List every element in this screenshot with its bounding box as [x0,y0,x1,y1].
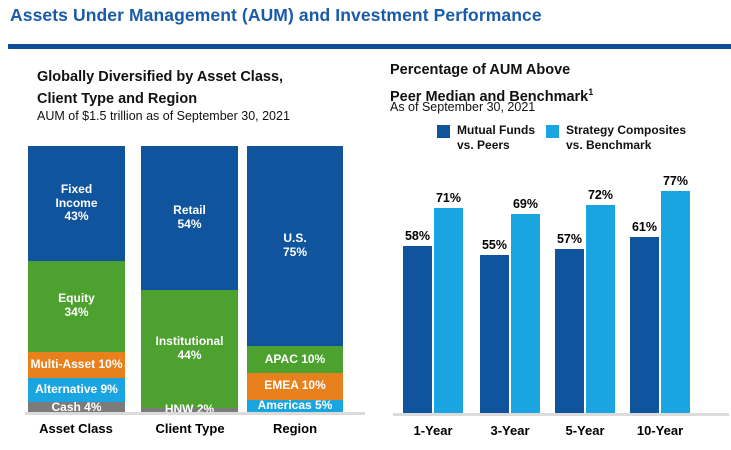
segment-alternative: Alternative 9% [28,378,125,403]
right-chart-subtitle: As of September 30, 2021 [390,100,536,114]
bar-value-label: 77% [662,173,689,188]
segment-label: Multi-Asset 10% [30,357,123,372]
left-chart-baseline [25,412,365,415]
category-label-10-year: 10-Year [636,423,684,438]
bar-value-label: 72% [587,188,614,203]
segment-label: Alternative 9% [35,382,118,397]
category-label-5-year: 5-Year [565,423,605,438]
segment-equity: Equity 34% [28,260,125,352]
title-divider [8,44,731,49]
bar-value-label: 69% [512,196,539,211]
stacked-bar-asset-class: Fixed Income 43% Equity 34% Multi-Asset 10% Al… [28,146,125,414]
legend-label-strategy-composites: Strategy Composites vs. Benchmark [566,123,687,152]
legend: Mutual Funds vs. Peers Strategy Composit… [0,123,731,159]
bar-strategy-composites-vs-benchmark-3-year [511,213,540,414]
segment-label: EMEA 10% [264,378,326,393]
bar-value-label: 55% [481,237,508,252]
footnote-marker: 1 [588,87,594,97]
segment-retail: Retail 54% [141,146,238,291]
right-chart-title-line1: Percentage of AUM Above [390,62,571,78]
right-chart-title-line2: Peer Median and Benchmark [390,88,589,105]
right-chart-baseline [393,413,729,416]
segment-label: Fixed Income 43% [55,181,98,224]
segment-americas: Americas 5% [247,398,343,413]
bar-strategy-composites-vs-benchmark-1-year [434,208,463,414]
segment-multi-asset: Multi-Asset 10% [28,351,125,379]
legend-item-strategy-composites: Strategy Composites vs. Benchmark [546,123,686,153]
left-chart-title-line1: Globally Diversified by Asset Class, [37,69,284,85]
legend-swatch-mutual-funds [437,125,450,138]
category-label-client-type: Client Type [155,421,225,436]
right-chart-title: Percentage of AUM Above Peer Median and … [390,59,593,108]
page-title: Assets Under Management (AUM) and Invest… [10,5,542,25]
segment-emea: EMEA 10% [247,372,343,400]
segment-label: Equity 34% [58,291,95,320]
bar-strategy-composites-vs-benchmark-10-year [661,190,690,414]
left-chart-subtitle: AUM of $1.5 trillion as of September 30,… [37,109,290,123]
bar-strategy-composites-vs-benchmark-5-year [586,205,615,414]
left-chart-title-line2: Client Type and Region [37,91,198,107]
bar-value-label: 71% [435,191,462,206]
segment-cash: Cash 4% [28,399,125,414]
segment-u-s: U.S. 75% [247,146,343,347]
stacked-bar-region: U.S. 75% APAC 10% EMEA 10% Americas 5% [247,146,343,413]
bar-mutual-funds-vs-peers-10-year [630,237,659,414]
bar-value-label: 57% [556,231,583,246]
category-label-region: Region [272,421,318,436]
category-label-asset-class: Asset Class [39,421,113,436]
stacked-bar-client-type: Retail 54% Institutional 44% HNW 2% [141,146,238,416]
segment-label: Cash 4% [51,399,102,414]
bar-mutual-funds-vs-peers-1-year [403,245,432,414]
segment-institutional: Institutional 44% [141,290,238,408]
category-label-1-year: 1-Year [413,423,453,438]
segment-label: Institutional 44% [155,334,224,362]
segment-label: Americas 5% [257,398,333,413]
legend-item-mutual-funds: Mutual Funds vs. Peers [437,123,535,153]
bar-mutual-funds-vs-peers-3-year [480,254,509,414]
segment-label: Retail 54% [173,203,206,232]
segment-label: APAC 10% [264,351,326,366]
legend-swatch-strategy-composites [546,125,559,138]
category-label-3-year: 3-Year [490,423,530,438]
left-chart-title: Globally Diversified by Asset Class, Cli… [37,66,283,110]
bar-value-label: 58% [404,228,431,243]
segment-apac: APAC 10% [247,346,343,373]
bar-value-label: 61% [631,220,658,235]
bar-mutual-funds-vs-peers-5-year [555,248,584,414]
segment-label: U.S. 75% [282,231,308,260]
legend-label-mutual-funds: Mutual Funds vs. Peers [457,123,535,152]
segment-fixed-income: Fixed Income 43% [28,146,125,261]
